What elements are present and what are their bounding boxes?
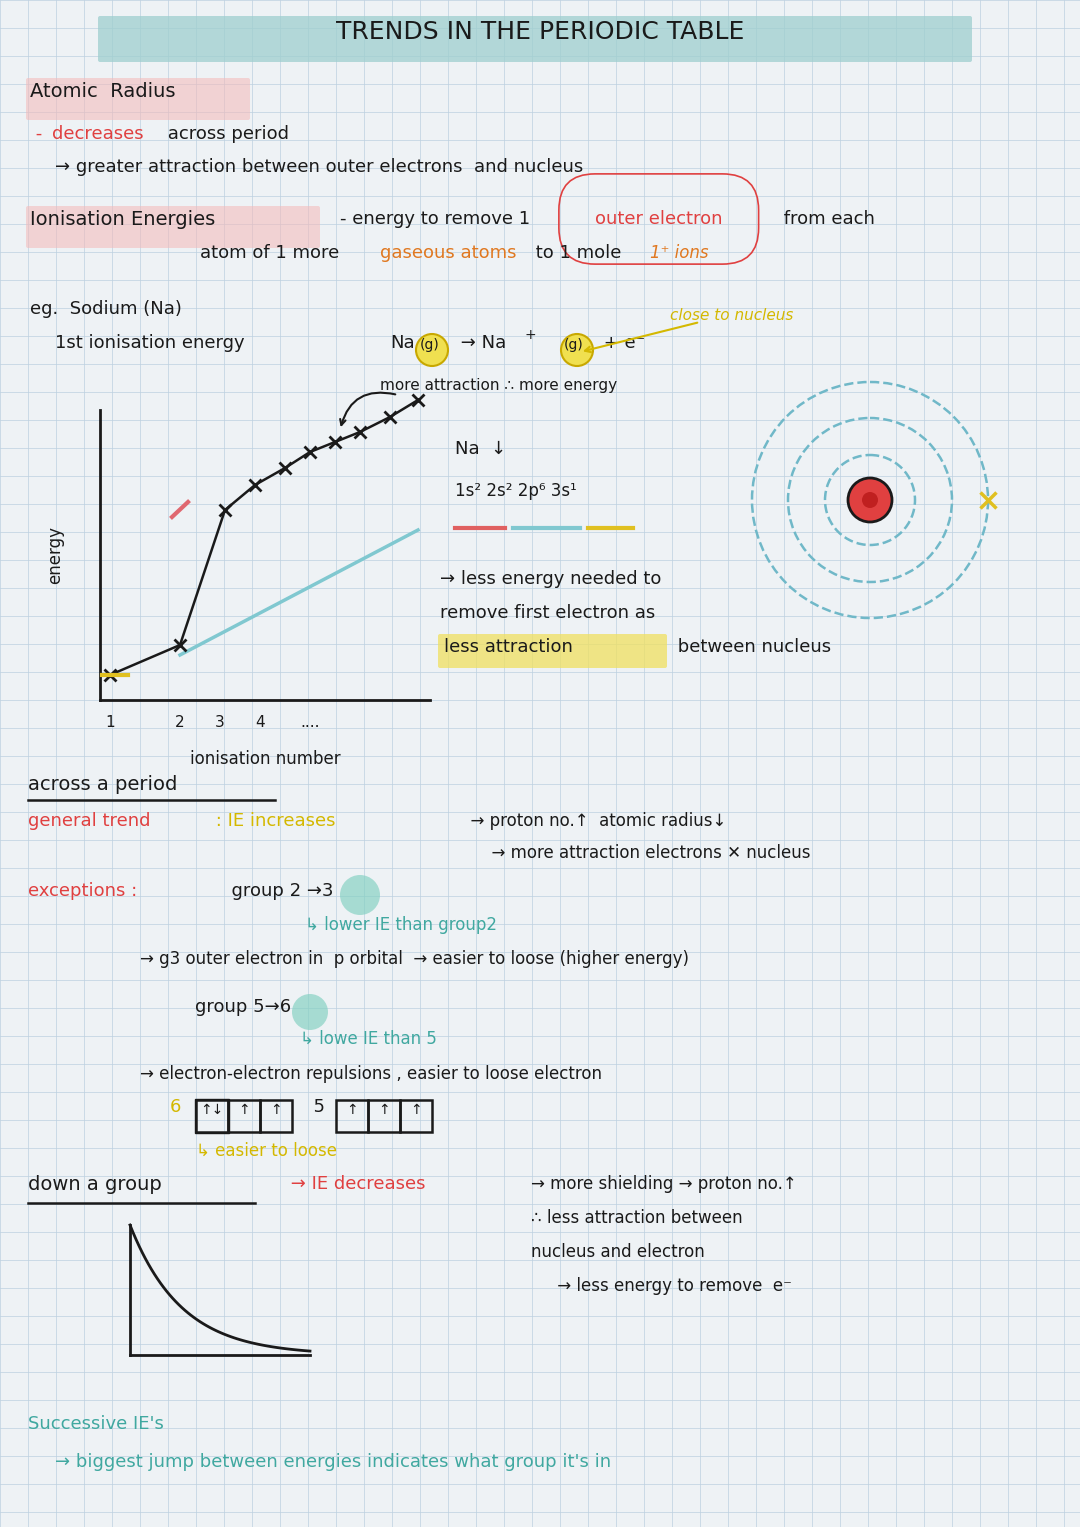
Bar <box>400 1099 432 1132</box>
Text: ionisation number: ionisation number <box>190 750 340 768</box>
Text: → more shielding → proton no.↑: → more shielding → proton no.↑ <box>510 1174 797 1193</box>
Text: close to nucleus: close to nucleus <box>670 308 794 324</box>
Text: across period: across period <box>162 125 289 144</box>
Text: → Na: → Na <box>455 334 507 353</box>
Text: eg.  Sodium (Na): eg. Sodium (Na) <box>30 299 181 318</box>
Circle shape <box>862 492 878 508</box>
Text: ↑: ↑ <box>378 1102 390 1116</box>
Text: energy: energy <box>46 525 64 583</box>
Text: 1s² 2s² 2p⁶ 3s¹: 1s² 2s² 2p⁶ 3s¹ <box>455 483 577 499</box>
Text: TRENDS IN THE PERIODIC TABLE: TRENDS IN THE PERIODIC TABLE <box>336 20 744 44</box>
Text: → g3 outer electron in  p orbital  → easier to loose (higher energy): → g3 outer electron in p orbital → easie… <box>140 950 689 968</box>
Text: ↑: ↑ <box>410 1102 421 1116</box>
Text: ↑: ↑ <box>270 1102 282 1116</box>
Text: decreases: decreases <box>52 125 144 144</box>
Text: → greater attraction between outer electrons  and nucleus: → greater attraction between outer elect… <box>55 157 583 176</box>
Text: Atomic  Radius: Atomic Radius <box>30 82 175 101</box>
Text: 3: 3 <box>215 715 225 730</box>
Text: outer electron: outer electron <box>595 211 723 228</box>
Text: to 1 mole: to 1 mole <box>530 244 627 263</box>
Text: ↑: ↑ <box>238 1102 249 1116</box>
Text: → less energy to remove  e⁻: → less energy to remove e⁻ <box>510 1277 792 1295</box>
Text: +: + <box>525 328 537 342</box>
Text: Na  ↓: Na ↓ <box>455 440 507 458</box>
Text: → proton no.↑  atomic radius↓: → proton no.↑ atomic radius↓ <box>460 812 727 831</box>
Text: gaseous atoms: gaseous atoms <box>380 244 516 263</box>
Text: ....: .... <box>300 715 320 730</box>
Text: → electron-electron repulsions , easier to loose electron: → electron-electron repulsions , easier … <box>140 1064 602 1083</box>
Text: remove first electron as: remove first electron as <box>440 605 656 621</box>
Text: 4: 4 <box>255 715 265 730</box>
Text: 2: 2 <box>175 715 185 730</box>
FancyBboxPatch shape <box>26 206 320 247</box>
Bar <box>228 1099 260 1132</box>
Text: between nucleus: between nucleus <box>672 638 832 657</box>
Circle shape <box>416 334 448 366</box>
Text: (g): (g) <box>420 337 440 353</box>
Circle shape <box>848 478 892 522</box>
Text: - energy to remove 1: - energy to remove 1 <box>340 211 536 228</box>
Text: atom of 1 more: atom of 1 more <box>200 244 345 263</box>
Circle shape <box>561 334 593 366</box>
Text: 1⁺ ions: 1⁺ ions <box>650 244 708 263</box>
Text: general trend: general trend <box>28 812 150 831</box>
Text: less attraction: less attraction <box>444 638 572 657</box>
Text: ↳ lowe IE than 5: ↳ lowe IE than 5 <box>300 1031 437 1048</box>
Text: ↑: ↑ <box>346 1102 357 1116</box>
Text: → biggest jump between energies indicates what group it's in: → biggest jump between energies indicate… <box>55 1454 611 1471</box>
Text: Ionisation Energies: Ionisation Energies <box>30 211 215 229</box>
Text: 6: 6 <box>170 1098 187 1116</box>
Text: group 2 →3: group 2 →3 <box>220 883 334 899</box>
Text: 5: 5 <box>302 1098 325 1116</box>
Text: 1: 1 <box>105 715 114 730</box>
Text: ↳ lower IE than group2: ↳ lower IE than group2 <box>305 916 497 935</box>
Text: ∴ less attraction between: ∴ less attraction between <box>510 1209 743 1228</box>
Text: nucleus and electron: nucleus and electron <box>510 1243 705 1261</box>
Circle shape <box>340 875 380 915</box>
Bar <box>260 1099 292 1132</box>
Text: across a period: across a period <box>28 776 177 794</box>
Text: from each: from each <box>778 211 875 228</box>
FancyBboxPatch shape <box>98 15 972 63</box>
Text: Na: Na <box>390 334 415 353</box>
FancyBboxPatch shape <box>438 634 667 667</box>
Text: → IE decreases: → IE decreases <box>285 1174 426 1193</box>
Text: → more attraction electrons ✕ nucleus: → more attraction electrons ✕ nucleus <box>460 844 810 863</box>
Text: (g): (g) <box>564 337 584 353</box>
Text: exceptions :: exceptions : <box>28 883 137 899</box>
FancyBboxPatch shape <box>26 78 249 121</box>
Bar <box>336 1099 368 1132</box>
Text: more attraction ∴ more energy: more attraction ∴ more energy <box>380 379 617 392</box>
Text: -: - <box>30 125 48 144</box>
Text: 1st ionisation energy: 1st ionisation energy <box>55 334 245 353</box>
Text: : IE increases: : IE increases <box>210 812 336 831</box>
Bar <box>368 1099 400 1132</box>
Text: ↑↓: ↑↓ <box>200 1102 224 1116</box>
Bar <box>195 1099 228 1132</box>
Text: down a group: down a group <box>28 1174 162 1194</box>
Circle shape <box>292 994 328 1031</box>
Text: + e⁻: + e⁻ <box>598 334 645 353</box>
Text: group 5→6: group 5→6 <box>195 999 292 1015</box>
Bar <box>195 1099 229 1133</box>
Text: Successive IE's: Successive IE's <box>28 1416 164 1432</box>
Text: ↳ easier to loose: ↳ easier to loose <box>195 1142 337 1161</box>
Text: → less energy needed to: → less energy needed to <box>440 570 661 588</box>
